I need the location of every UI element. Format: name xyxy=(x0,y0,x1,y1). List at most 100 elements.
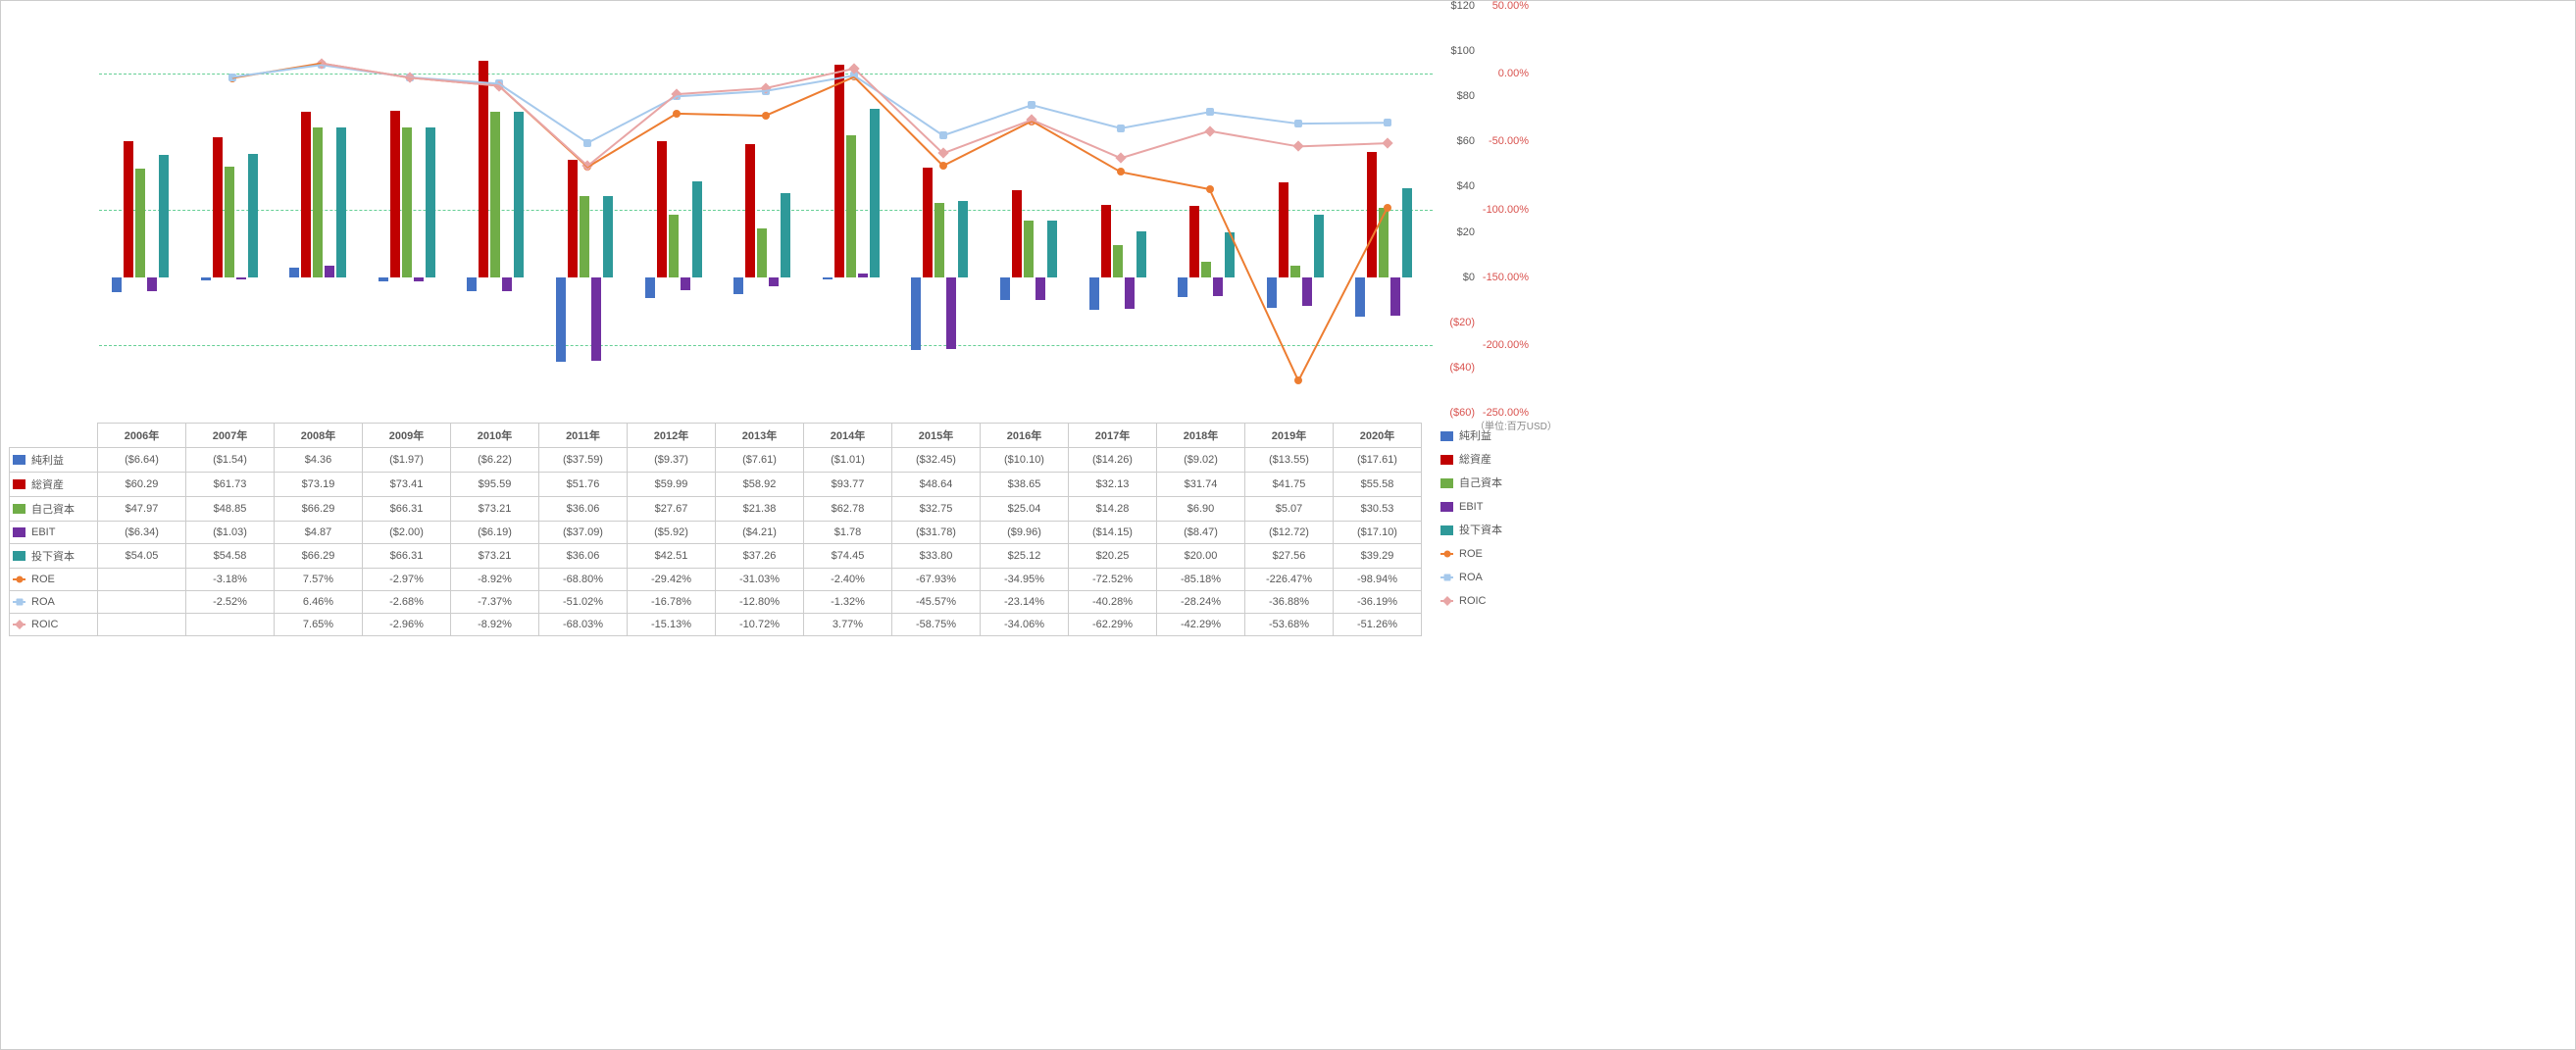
yaxis-right-tick: -150.00% xyxy=(1483,272,1529,283)
table-cell: ($9.96) xyxy=(981,522,1069,544)
row-label: EBIT xyxy=(10,522,98,544)
legend-swatch xyxy=(1440,553,1453,555)
table-cell: -62.29% xyxy=(1069,614,1157,636)
table-header-year: 2007年 xyxy=(186,424,275,448)
legend-swatch xyxy=(13,527,25,537)
table-cell: $41.75 xyxy=(1245,473,1334,497)
table-header-year: 2020年 xyxy=(1334,424,1422,448)
yaxis-left-tick: $0 xyxy=(1463,272,1475,283)
table-cell: ($10.10) xyxy=(981,448,1069,473)
yaxis-right-tick: -50.00% xyxy=(1489,135,1529,147)
table-cell xyxy=(98,569,186,591)
table-cell: -67.93% xyxy=(892,569,981,591)
table-cell: -1.32% xyxy=(804,591,892,614)
y-axis-right: 50.00%0.00%-50.00%-100.00%-150.00%-200.0… xyxy=(1475,6,1529,413)
table-cell: ($5.92) xyxy=(628,522,716,544)
table-cell: $38.65 xyxy=(981,473,1069,497)
table-cell: $54.05 xyxy=(98,544,186,569)
table-cell: -53.68% xyxy=(1245,614,1334,636)
table-cell: ($1.97) xyxy=(363,448,451,473)
table-cell: $36.06 xyxy=(539,544,628,569)
table-cell: ($6.34) xyxy=(98,522,186,544)
table-cell: -40.28% xyxy=(1069,591,1157,614)
table-cell: $27.56 xyxy=(1245,544,1334,569)
table-cell: 7.57% xyxy=(275,569,363,591)
y-axis-left: $120$100$80$60$40$20$0($20)($40)($60) xyxy=(1436,6,1475,413)
table-cell: $54.58 xyxy=(186,544,275,569)
table-row: .legend-sw.line.square::after{background… xyxy=(10,591,1422,614)
yaxis-left-tick: $20 xyxy=(1457,226,1475,238)
table-cell: ($8.47) xyxy=(1157,522,1245,544)
row-label: 総資産 xyxy=(10,473,98,497)
legend-item: 純利益 xyxy=(1438,425,1536,448)
table-cell: $48.85 xyxy=(186,497,275,522)
table-cell: -68.03% xyxy=(539,614,628,636)
table-row: .legend-sw.line.circle::after{background… xyxy=(10,569,1422,591)
table-header-year: 2016年 xyxy=(981,424,1069,448)
table-cell: $25.04 xyxy=(981,497,1069,522)
legend-label: ROE xyxy=(1459,548,1483,560)
legend-swatch xyxy=(13,455,25,465)
table-cell: $36.06 xyxy=(539,497,628,522)
line-series-layer xyxy=(99,6,1433,413)
table-cell: $59.99 xyxy=(628,473,716,497)
legend-swatch xyxy=(13,551,25,561)
table-cell: -68.80% xyxy=(539,569,628,591)
table-cell: $58.92 xyxy=(716,473,804,497)
table-cell: ($6.19) xyxy=(451,522,539,544)
table-cell: ($1.03) xyxy=(186,522,275,544)
table-cell: -85.18% xyxy=(1157,569,1245,591)
legend-label: 純利益 xyxy=(1459,430,1491,442)
table-header-year: 2006年 xyxy=(98,424,186,448)
table-cell: ($32.45) xyxy=(892,448,981,473)
legend-swatch xyxy=(1440,525,1453,535)
table-header-year: 2013年 xyxy=(716,424,804,448)
table-header-year: 2014年 xyxy=(804,424,892,448)
row-label: 純利益 xyxy=(10,448,98,473)
table-header-year: 2012年 xyxy=(628,424,716,448)
table-cell: $1.78 xyxy=(804,522,892,544)
row-label: .legend-sw.line.diamond::after{backgroun… xyxy=(10,614,98,636)
table-cell: -15.13% xyxy=(628,614,716,636)
table-row: 純利益($6.64)($1.54)$4.36($1.97)($6.22)($37… xyxy=(10,448,1422,473)
table-cell: $55.58 xyxy=(1334,473,1422,497)
row-label: 投下資本 xyxy=(10,544,98,569)
table-cell: $60.29 xyxy=(98,473,186,497)
table-cell: $32.75 xyxy=(892,497,981,522)
table-cell: ($9.02) xyxy=(1157,448,1245,473)
table-header-year: 2019年 xyxy=(1245,424,1334,448)
table-cell: $20.00 xyxy=(1157,544,1245,569)
legend-item: 投下資本 xyxy=(1438,519,1536,542)
legend-right: 純利益総資産自己資本EBIT投下資本ROEROAROIC xyxy=(1438,425,1536,613)
table-cell: 6.46% xyxy=(275,591,363,614)
table-cell: -8.92% xyxy=(451,569,539,591)
table-cell: -7.37% xyxy=(451,591,539,614)
yaxis-left-tick: $80 xyxy=(1457,90,1475,102)
table-cell: -98.94% xyxy=(1334,569,1422,591)
row-label: 自己資本 xyxy=(10,497,98,522)
table-cell: $73.21 xyxy=(451,544,539,569)
chart-plot-area xyxy=(99,6,1433,413)
table-cell: 7.65% xyxy=(275,614,363,636)
table-cell: $51.76 xyxy=(539,473,628,497)
table-cell: $31.74 xyxy=(1157,473,1245,497)
table-cell: $20.25 xyxy=(1069,544,1157,569)
yaxis-left-tick: $40 xyxy=(1457,180,1475,192)
legend-item: ROIC xyxy=(1438,589,1536,613)
table-cell: $27.67 xyxy=(628,497,716,522)
legend-swatch: .legend-sw.line.circle::after{background… xyxy=(13,578,25,580)
table-cell: -58.75% xyxy=(892,614,981,636)
table-cell: -51.02% xyxy=(539,591,628,614)
table-cell xyxy=(186,614,275,636)
table-cell: -226.47% xyxy=(1245,569,1334,591)
yaxis-left-tick: ($60) xyxy=(1449,407,1475,419)
table-cell: ($1.54) xyxy=(186,448,275,473)
table-cell: ($4.21) xyxy=(716,522,804,544)
table-header-year: 2017年 xyxy=(1069,424,1157,448)
legend-item: EBIT xyxy=(1438,495,1536,519)
table-header-year: 2015年 xyxy=(892,424,981,448)
table-cell xyxy=(98,614,186,636)
table-cell: -29.42% xyxy=(628,569,716,591)
table-cell: $37.26 xyxy=(716,544,804,569)
legend-swatch xyxy=(1440,478,1453,488)
